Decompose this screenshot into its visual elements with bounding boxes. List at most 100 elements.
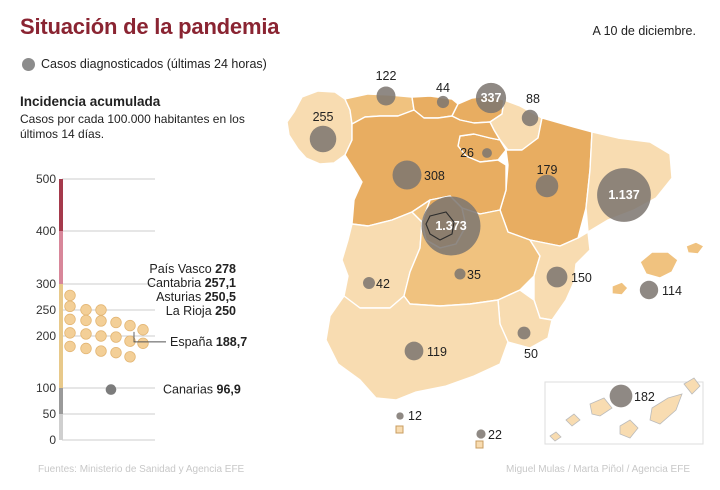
region-incidence-dot: [95, 330, 107, 342]
case-bubble-label: 119: [427, 345, 447, 359]
incidence-title: Incidencia acumulada: [20, 94, 161, 109]
case-bubble: [609, 384, 633, 408]
scale-tick-label: 250: [36, 303, 56, 317]
region-incidence-dot: [124, 335, 136, 347]
region-incidence-dot: [110, 346, 122, 359]
scale-tick-label: 400: [36, 224, 56, 238]
case-bubble-label: 182: [634, 390, 655, 404]
case-bubble: [482, 148, 492, 158]
madrid-outline: [425, 211, 455, 241]
region-incidence-dots: [64, 289, 149, 395]
scale-tick-label: 100: [36, 381, 56, 395]
case-bubble: [546, 266, 568, 288]
scale-band: [59, 388, 63, 414]
region-incidence-dot: [95, 315, 107, 327]
spain-label: España 188,7: [170, 335, 247, 349]
case-bubble: [475, 82, 507, 114]
case-bubble: [396, 412, 404, 420]
case-bubble-label: 44: [436, 81, 450, 95]
case-bubble: [376, 86, 396, 106]
scale-band: [59, 179, 63, 231]
case-bubble: [639, 280, 659, 300]
case-bubble: [363, 277, 375, 289]
bubble-legend: Casos diagnosticados (últimas 24 horas): [22, 57, 267, 71]
scale-band: [59, 284, 63, 388]
incidence-subtitle: Casos por cada 100.000 habitantes en los…: [20, 112, 245, 141]
scale-band: [59, 231, 63, 284]
highlight-region: Cantabria 257,1: [147, 276, 236, 290]
canarias-incidence-dot: [105, 384, 117, 395]
case-bubble-label: 22: [488, 428, 502, 442]
case-bubble-label: 114: [662, 284, 682, 298]
date-label: A 10 de diciembre.: [592, 24, 696, 38]
region-incidence-dot: [80, 314, 92, 327]
case-bubble: [436, 95, 450, 109]
region-baleares-mallorca: [639, 251, 679, 279]
case-bubble-label: 50: [524, 347, 538, 361]
highlight-region: La Rioja 250: [166, 304, 236, 318]
scale-tick-labels: 0 50 100 200 250 300 400 500: [36, 172, 56, 447]
sources-note: Fuentes: Ministerio de Sanidad y Agencia…: [38, 464, 245, 475]
page-title: Situación de la pandemia: [20, 14, 280, 39]
canarias-label: Canarias 96,9: [163, 383, 241, 397]
case-bubble-label: 150: [571, 271, 592, 285]
scale-tick-label: 300: [36, 277, 56, 291]
case-bubble-label: 1.373: [435, 219, 466, 233]
legend-label: Casos diagnosticados (últimas 24 horas): [41, 57, 267, 71]
region-incidence-dot: [80, 342, 92, 355]
case-bubble: [535, 174, 559, 198]
case-bubble-label: 12: [408, 409, 422, 423]
region-incidence-dot: [124, 319, 136, 332]
case-bubble: [392, 160, 422, 190]
region-incidence-dot: [80, 328, 92, 340]
region-baleares-ibiza: [611, 281, 629, 296]
scale-grid: [62, 178, 155, 441]
region-incidence-dot: [124, 351, 136, 363]
scale-color-bands: [59, 179, 63, 440]
case-bubble-label: 337: [481, 91, 502, 105]
spain-leader-line: [133, 331, 166, 343]
credit-note: Miguel Mulas / Marta Piñol / Agencia EFE: [506, 464, 690, 475]
case-bubble: [421, 196, 481, 256]
case-bubble-label: 88: [526, 92, 540, 106]
grey-dot-icon: [22, 57, 35, 71]
region-incidence-dot: [137, 324, 149, 336]
case-bubble-label: 179: [537, 163, 558, 177]
scale-band: [59, 414, 63, 440]
case-bubble: [597, 168, 651, 222]
region-baleares-menorca: [685, 241, 705, 255]
region-incidence-dot: [64, 340, 76, 353]
case-bubble-label: 35: [467, 268, 481, 282]
scale-tick-label: 50: [43, 407, 57, 421]
canarias-islands: [549, 377, 701, 442]
region-incidence-dot: [110, 316, 122, 329]
case-bubble-label: 308: [424, 169, 445, 183]
case-bubble: [517, 326, 531, 340]
region-incidence-dot: [95, 345, 107, 357]
region-incidence-dot: [110, 331, 122, 343]
case-bubble: [454, 268, 466, 280]
case-bubble-label: 255: [313, 110, 334, 124]
ceuta-melilla: [395, 425, 484, 449]
region-incidence-dot: [64, 327, 76, 339]
region-incidence-dot: [64, 313, 76, 326]
case-bubble: [476, 429, 486, 439]
ceuta-marker: [395, 425, 404, 434]
case-bubbles: 122 44 337 88 255 26 308 179 1.137 1.373 42 35 150 11…: [309, 69, 682, 442]
scale-tick-label: 200: [36, 329, 56, 343]
case-bubble: [309, 125, 337, 153]
canarias-inset-frame: [544, 381, 704, 445]
highlight-region: Asturias 250,5: [156, 290, 236, 304]
scale-tick-label: 0: [49, 433, 56, 447]
region-incidence-dot: [64, 300, 76, 313]
highlight-region: País Vasco 278: [149, 262, 236, 276]
case-bubble-label: 122: [376, 69, 397, 83]
case-bubble-label: 42: [376, 277, 390, 291]
melilla-marker: [475, 440, 484, 449]
incidence-scale: 0 50 100 200 250 300 400 500 País Vasco 278Cant…: [36, 172, 247, 447]
case-bubble: [521, 109, 539, 127]
scale-tick-label: 500: [36, 172, 56, 186]
case-bubble-label: 26: [460, 146, 474, 160]
